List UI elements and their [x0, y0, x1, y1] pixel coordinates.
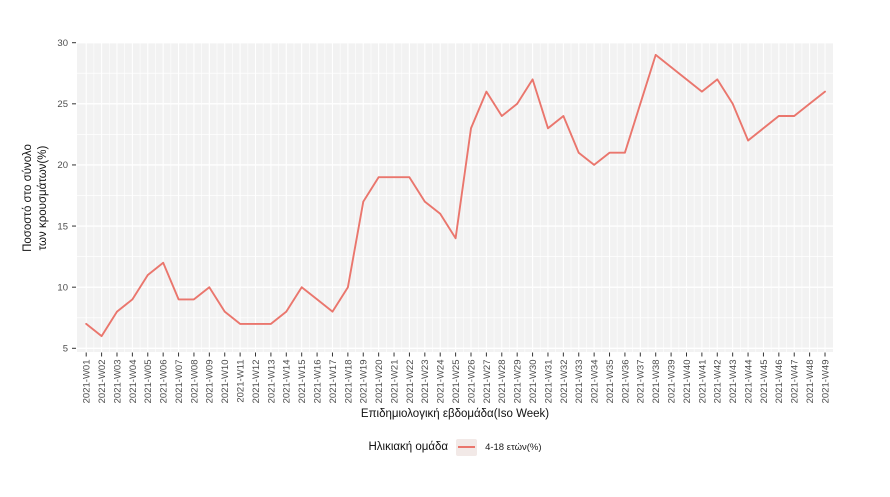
x-tick-label: 2021-W28	[497, 359, 508, 403]
y-tick-label: 30	[57, 38, 68, 49]
y-tick-label: 15	[57, 221, 68, 232]
x-tick-label: 2021-W35	[605, 360, 616, 404]
y-tick-label: 20	[57, 160, 68, 171]
x-tick-label: 2021-W06	[159, 360, 170, 404]
x-tick-label: 2021-W04	[128, 360, 139, 404]
x-tick-label: 2021-W01	[82, 360, 93, 404]
y-axis-title-line1: Ποσοστό στο σύνολο	[22, 144, 34, 252]
x-tick-label: 2021-W44	[743, 360, 754, 404]
x-tick-label: 2021-W03	[112, 360, 123, 404]
x-tick-label: 2021-W34	[590, 360, 601, 404]
x-tick-label: 2021-W39	[666, 360, 677, 404]
x-tick-label: 2021-W09	[205, 360, 216, 404]
x-tick-label: 2021-W08	[189, 360, 200, 404]
x-tick-label: 2021-W22	[405, 360, 416, 404]
x-tick-label: 2021-W18	[343, 360, 354, 404]
x-tick-label: 2021-W10	[220, 360, 231, 404]
x-tick-label: 2021-W05	[143, 360, 154, 404]
x-tick-label: 2021-W38	[651, 360, 662, 404]
y-tick-label: 5	[63, 344, 68, 355]
x-axis-title: Επιδημιολογική εβδομάδα(Iso Week)	[360, 408, 550, 420]
legend: Ηλικιακή ομάδα 4-18 ετών(%)	[77, 436, 833, 458]
x-tick-label: 2021-W46	[774, 360, 785, 404]
x-tick-label: 2021-W07	[174, 360, 185, 404]
x-tick-label: 2021-W36	[620, 360, 631, 404]
x-tick-label: 2021-W20	[374, 360, 385, 404]
x-tick-label: 2021-W15	[297, 360, 308, 404]
legend-line-icon	[458, 446, 476, 448]
x-tick-label: 2021-W21	[389, 360, 400, 404]
x-tick-label: 2021-W25	[451, 360, 462, 404]
legend-key-swatch	[456, 438, 478, 456]
x-tick-label: 2021-W42	[713, 360, 724, 404]
legend-entry-label: 4-18 ετών(%)	[485, 441, 542, 453]
x-tick-label: 2021-W29	[513, 360, 524, 404]
series-line-age-4-18	[85, 53, 826, 338]
x-tick-label: 2021-W14	[282, 360, 293, 404]
x-tick-label: 2021-W31	[543, 360, 554, 404]
x-tick-label: 2021-W16	[312, 360, 323, 404]
x-tick-label: 2021-W43	[728, 360, 739, 404]
y-tick-label: 25	[57, 99, 68, 110]
x-tick-label: 2021-W49	[820, 360, 831, 404]
x-tick-label: 2021-W24	[436, 360, 447, 404]
x-tick-label: 2021-W48	[805, 360, 816, 404]
x-tick-label: 2021-W41	[697, 360, 708, 404]
x-tick-label: 2021-W32	[559, 360, 570, 404]
x-tick-label: 2021-W26	[466, 360, 477, 404]
panel-background	[77, 42, 833, 352]
x-tick-label: 2021-W27	[482, 360, 493, 404]
x-tick-label: 2021-W30	[528, 360, 539, 404]
legend-title: Ηλικιακή ομάδα	[368, 441, 449, 453]
x-tick-label: 2021-W45	[759, 360, 770, 404]
x-tick-label: 2021-W13	[266, 360, 277, 404]
x-tick-label: 2021-W37	[636, 360, 647, 404]
x-tick-label: 2021-W33	[574, 360, 585, 404]
x-tick-label: 2021-W11	[236, 360, 247, 403]
x-tick-label: 2021-W12	[251, 360, 262, 404]
x-tick-label: 2021-W40	[682, 360, 693, 404]
x-tick-label: 2021-W19	[359, 360, 370, 404]
x-tick-label: 2021-W02	[97, 360, 108, 404]
x-tick-label: 2021-W23	[420, 360, 431, 404]
y-tick-label: 10	[57, 282, 68, 293]
y-axis-title-line2: των κρουσμάτων(%)	[36, 145, 49, 251]
x-tick-label: 2021-W47	[790, 360, 801, 404]
y-axis-title: Ποσοστό στο σύνολο των κρουσμάτων(%)	[21, 98, 51, 298]
x-tick-label: 2021-W17	[328, 360, 339, 404]
